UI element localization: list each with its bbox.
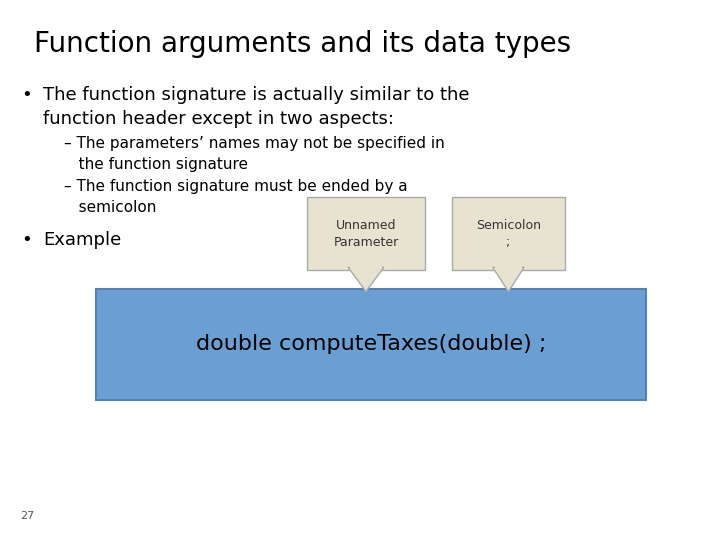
Text: Unnamed
Parameter: Unnamed Parameter xyxy=(333,219,399,248)
FancyBboxPatch shape xyxy=(452,197,565,270)
Text: function header except in two aspects:: function header except in two aspects: xyxy=(43,110,394,128)
Polygon shape xyxy=(348,267,384,292)
Text: Function arguments and its data types: Function arguments and its data types xyxy=(35,30,572,58)
Text: double computeTaxes(double) ;: double computeTaxes(double) ; xyxy=(196,334,546,354)
Polygon shape xyxy=(492,267,524,292)
Text: – The function signature must be ended by a: – The function signature must be ended b… xyxy=(64,179,408,194)
Text: the function signature: the function signature xyxy=(64,157,248,172)
Text: 27: 27 xyxy=(20,511,35,521)
Text: •: • xyxy=(22,86,32,104)
Text: Semicolon
;: Semicolon ; xyxy=(476,219,541,248)
FancyBboxPatch shape xyxy=(96,289,647,400)
FancyBboxPatch shape xyxy=(307,197,425,270)
Text: semicolon: semicolon xyxy=(64,200,157,215)
Text: •: • xyxy=(22,231,32,248)
Polygon shape xyxy=(495,266,522,269)
Text: The function signature is actually similar to the: The function signature is actually simil… xyxy=(43,86,469,104)
Polygon shape xyxy=(350,266,382,269)
Text: Example: Example xyxy=(43,231,121,248)
Text: – The parameters’ names may not be specified in: – The parameters’ names may not be speci… xyxy=(64,136,445,151)
